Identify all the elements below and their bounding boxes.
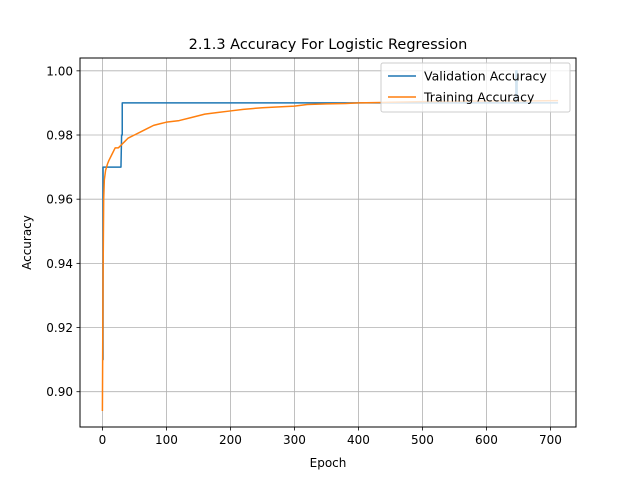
x-tick-label: 100 [155, 433, 178, 447]
chart-legend: Validation Accuracy Training Accuracy [380, 62, 571, 113]
y-tick-label: 0.90 [46, 385, 73, 399]
legend-label-validation: Validation Accuracy [424, 69, 547, 84]
y-axis-label: Accuracy [20, 215, 34, 270]
y-tick-label: 0.98 [46, 129, 73, 143]
legend-label-training: Training Accuracy [423, 90, 535, 105]
x-tick-label: 600 [475, 433, 498, 447]
x-tick-label: 400 [347, 433, 370, 447]
legend-box [380, 62, 571, 113]
plot-frame [79, 57, 577, 428]
y-tick-label: 0.94 [46, 257, 73, 271]
series-line-training [101, 99, 559, 411]
axis-ticks: 0 100 200 300 400 500 600 700 0.90 0.92 0.94 0.96 0.… [46, 64, 562, 447]
x-tick-label: 0 [99, 433, 107, 447]
y-tick-label: 1.00 [46, 64, 73, 78]
x-tick-label: 500 [411, 433, 434, 447]
y-tick-label: 0.96 [46, 193, 73, 207]
x-axis-label: Epoch [310, 456, 347, 470]
chart-title: 2.1.3 Accuracy For Logistic Regression [189, 37, 468, 53]
x-tick-label: 700 [539, 433, 562, 447]
y-tick-label: 0.92 [46, 321, 73, 335]
x-tick-label: 300 [283, 433, 306, 447]
x-tick-label: 200 [219, 433, 242, 447]
grid-lines [80, 58, 576, 427]
